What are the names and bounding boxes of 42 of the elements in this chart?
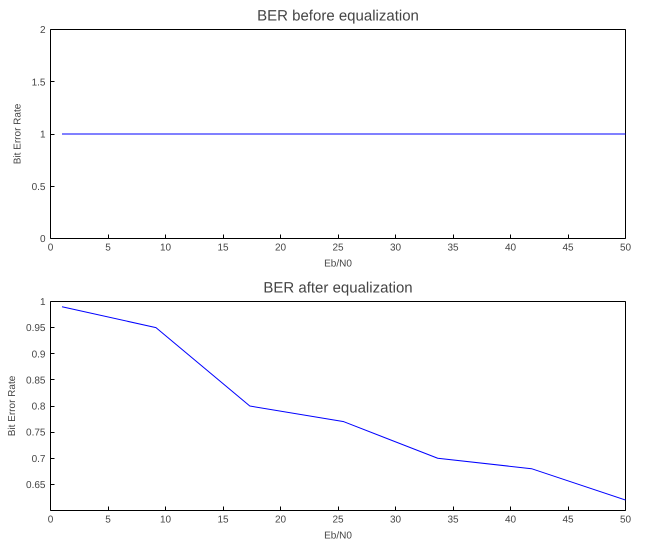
x-tick-label: 20	[274, 514, 286, 526]
x-tick-label: 45	[562, 514, 574, 526]
y-tick-label: 0	[40, 234, 46, 245]
x-axis-title: Eb/N0	[324, 258, 352, 270]
y-tick-label: 0.75	[26, 428, 46, 439]
y-tick-label: 1	[40, 297, 46, 308]
x-tick-label: 0	[48, 242, 54, 254]
x-axis-title: Eb/N0	[324, 530, 352, 542]
x-tick-label: 40	[504, 242, 516, 254]
y-tick-label: 0.9	[32, 349, 46, 360]
x-tick-label: 25	[332, 514, 344, 526]
chart-title: BER before equalization	[257, 8, 419, 24]
y-tick-label: 0.5	[32, 182, 46, 193]
y-tick-label: 1	[40, 130, 46, 140]
x-tick-label: 45	[562, 242, 574, 254]
line-series	[62, 306, 626, 501]
x-tick-label: 30	[390, 242, 402, 254]
x-tick-label: 30	[390, 514, 402, 526]
x-tick-label: 5	[105, 514, 112, 526]
y-tick-label: 2	[40, 25, 46, 36]
y-tick-label: 0.65	[26, 480, 46, 491]
x-tick-label: 35	[447, 514, 459, 526]
y-tick-label: 0.7	[32, 454, 46, 465]
y-axis-title: Bit Error Rate	[7, 375, 18, 436]
x-tick-label: 0	[48, 514, 54, 526]
x-tick-label: 35	[447, 242, 459, 254]
x-tick-label: 10	[160, 242, 172, 254]
x-tick-label: 15	[217, 242, 229, 254]
x-tick-label: 25	[332, 242, 344, 254]
x-tick-label: 15	[217, 514, 229, 526]
y-tick-label: 0.8	[32, 402, 46, 412]
x-tick-label: 50	[620, 514, 632, 526]
y-tick-label: 0.95	[26, 323, 46, 334]
chart-title: BER after equalization	[263, 280, 413, 296]
x-tick-label: 50	[620, 242, 632, 254]
x-tick-label: 5	[105, 242, 112, 254]
y-tick-label: 0.85	[26, 375, 46, 386]
x-tick-label: 20	[274, 242, 286, 254]
y-tick-label: 1.5	[32, 77, 46, 88]
y-axis-title: Bit Error Rate	[12, 103, 24, 164]
x-tick-label: 40	[504, 514, 516, 526]
x-tick-label: 10	[160, 514, 172, 526]
